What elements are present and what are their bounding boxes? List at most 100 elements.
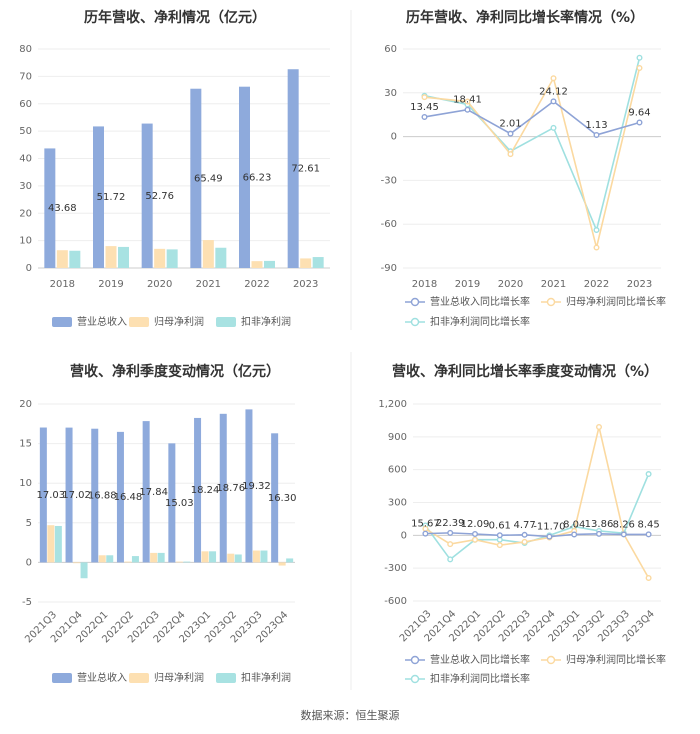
data-point: [521, 538, 528, 545]
bar-data-label: 16.88: [88, 491, 117, 502]
data-point: [421, 94, 428, 101]
bar-deducted-profit: [106, 555, 114, 563]
legend-swatch: [216, 317, 236, 327]
x-tick-label: 2018: [412, 279, 437, 290]
x-tick-label: 2020: [147, 279, 172, 290]
y-tick-label: 5: [26, 518, 32, 529]
line-data-label: 9.64: [628, 108, 650, 119]
series-line-revenue: [425, 532, 649, 538]
x-tick-label: 2020: [498, 279, 523, 290]
y-tick-label: 0: [26, 557, 32, 568]
bar-deducted-profit: [118, 246, 129, 268]
data-point: [550, 124, 557, 131]
line-data-label: 15.67: [411, 519, 440, 530]
bar-net-profit: [252, 550, 260, 563]
bar-deducted-profit: [209, 551, 217, 563]
bar-revenue: [219, 413, 227, 563]
line-data-label: 8.26: [613, 519, 635, 530]
legend-label: 营业总收入同比增长率: [430, 295, 530, 308]
bar-data-label: 18.24: [191, 485, 220, 496]
bar-deducted-profit: [286, 558, 294, 563]
bar-deducted-profit: [157, 552, 165, 563]
legend-label: 扣非净利润同比增长率: [430, 315, 530, 328]
y-tick-label: 60: [19, 99, 32, 110]
bar-net-profit: [251, 261, 263, 268]
chart-title: 营收、净利同比增长率季度变动情况（%）: [392, 363, 658, 380]
data-point: [645, 471, 652, 478]
y-tick-label: -5: [22, 597, 32, 608]
series-line-net-profit: [424, 67, 641, 248]
legend-swatch: [52, 317, 72, 327]
bar-deducted-profit: [183, 561, 191, 563]
data-point: [645, 575, 652, 582]
data-point: [507, 130, 514, 137]
line-data-label: 8.04: [563, 519, 585, 530]
y-tick-label: 80: [19, 44, 32, 55]
bar-deducted-profit: [312, 257, 324, 268]
series-line-deducted-profit: [424, 473, 650, 561]
y-tick-label: 20: [19, 208, 32, 219]
y-tick-label: -60: [381, 219, 397, 230]
bar-data-label: 65.49: [194, 173, 223, 184]
bar-revenue: [194, 417, 202, 563]
y-tick-label: -90: [381, 263, 397, 274]
legend-swatch: [216, 673, 236, 683]
bar-revenue: [142, 421, 150, 563]
bar-revenue: [239, 86, 250, 268]
y-tick-label: 15: [19, 439, 32, 450]
data-point: [422, 530, 429, 537]
bar-data-label: 66.23: [243, 172, 272, 183]
x-tick-label: 2021: [196, 279, 221, 290]
bar-net-profit: [202, 240, 214, 268]
line-data-label: 0.61: [489, 520, 511, 531]
y-tick-label: 0: [391, 132, 397, 143]
data-point: [472, 536, 479, 543]
bar-data-label: 15.03: [165, 498, 194, 509]
bar-revenue: [271, 433, 279, 563]
data-point: [496, 532, 503, 539]
legend-label: 归母净利润: [154, 671, 204, 684]
data-point: [496, 542, 503, 549]
y-tick-label: 0: [401, 530, 407, 541]
bar-data-label: 16.48: [114, 492, 143, 503]
y-tick-label: 10: [19, 478, 32, 489]
data-point: [472, 531, 479, 538]
series-line-net-profit: [424, 426, 650, 579]
bar-deducted-profit: [69, 250, 81, 268]
y-tick-label: 300: [388, 498, 407, 509]
bar-net-profit: [201, 551, 209, 563]
data-point: [447, 541, 454, 548]
y-tick-label: -600: [384, 596, 407, 607]
data-point: [636, 54, 643, 61]
legend-swatch: [52, 673, 72, 683]
legend-label: 扣非净利润: [241, 315, 291, 328]
data-point: [464, 98, 471, 105]
data-point: [596, 423, 603, 430]
x-tick-label: 2018: [50, 279, 75, 290]
series-line-revenue: [424, 100, 640, 136]
bar-revenue: [91, 428, 99, 563]
legend-label: 归母净利润同比增长率: [566, 653, 666, 666]
x-tick-label: 2023: [293, 279, 318, 290]
x-tick-label: 2019: [455, 279, 480, 290]
data-point: [447, 529, 454, 536]
legend-marker: [410, 655, 420, 665]
y-tick-label: 70: [19, 71, 32, 82]
y-tick-label: 600: [388, 465, 407, 476]
bar-net-profit: [154, 248, 166, 268]
chart-title: 营收、净利季度变动情况（亿元）: [70, 363, 280, 380]
bar-net-profit: [300, 258, 312, 268]
y-tick-label: 900: [388, 432, 407, 443]
bar-revenue: [44, 148, 56, 268]
data-point: [593, 131, 600, 138]
y-tick-label: 0: [26, 263, 32, 274]
bar-revenue: [190, 88, 202, 268]
data-point: [593, 244, 600, 251]
y-tick-label: 1,200: [378, 399, 407, 410]
bar-data-label: 19.32: [242, 481, 271, 492]
legend-swatch: [129, 317, 149, 327]
line-data-label: -11.70: [533, 522, 565, 533]
data-point: [596, 530, 603, 537]
bar-net-profit: [150, 552, 158, 563]
